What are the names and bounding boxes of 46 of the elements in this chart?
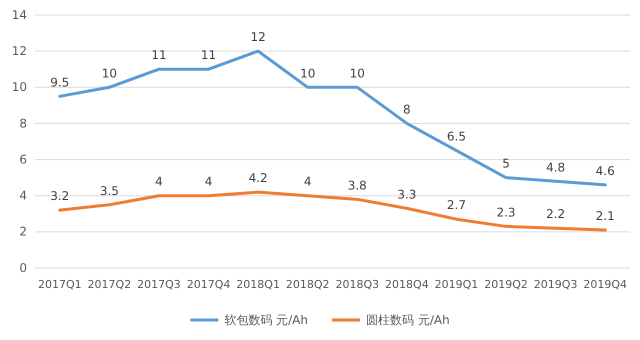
x-tick-label: 2017Q1 — [38, 278, 82, 291]
data-label: 2.2 — [546, 207, 566, 222]
data-label: 4.6 — [596, 164, 615, 178]
x-tick-label: 2019Q2 — [484, 278, 528, 291]
y-tick-label: 0 — [19, 260, 27, 275]
data-label: 4 — [204, 174, 212, 189]
x-tick-label: 2017Q2 — [88, 278, 132, 291]
data-label: 4 — [304, 174, 312, 189]
x-tick-label: 2019Q4 — [583, 278, 628, 291]
data-label: 3.2 — [50, 189, 70, 204]
x-tick-label: 2017Q3 — [137, 278, 181, 291]
data-label: 2.1 — [596, 209, 615, 224]
x-tick-label: 2019Q3 — [534, 278, 578, 291]
x-tick-label: 2017Q4 — [186, 278, 230, 291]
legend-label: 软包数码 元/Ah — [224, 313, 308, 327]
data-label: 3.3 — [397, 187, 416, 202]
y-tick-label: 8 — [19, 116, 27, 130]
data-label: 9.5 — [50, 75, 70, 90]
y-tick-label: 4 — [19, 188, 27, 203]
data-label: 6.5 — [446, 130, 466, 144]
data-label: 3.5 — [100, 184, 119, 198]
y-tick-label: 12 — [12, 44, 27, 58]
data-label: 3.8 — [348, 178, 367, 192]
data-label: 11 — [200, 48, 216, 62]
y-tick-label: 14 — [12, 8, 27, 22]
x-tick-label: 2018Q3 — [335, 278, 380, 291]
data-label: 5 — [502, 156, 510, 171]
x-tick-label: 2019Q1 — [434, 278, 478, 291]
data-label: 2.3 — [496, 205, 516, 220]
data-label: 10 — [350, 66, 365, 80]
data-label: 2.7 — [446, 198, 466, 212]
x-tick-label: 2018Q4 — [385, 278, 429, 291]
data-label: 4.8 — [546, 160, 566, 174]
data-label: 4 — [155, 174, 163, 189]
data-label: 4.2 — [248, 171, 268, 186]
data-label: 10 — [300, 66, 316, 80]
data-label: 12 — [250, 30, 266, 44]
y-tick-label: 2 — [19, 224, 27, 239]
data-label: 8 — [403, 102, 411, 116]
x-tick-label: 2018Q1 — [236, 278, 280, 291]
legend-label: 圆柱数码 元/Ah — [366, 313, 450, 327]
x-tick-label: 2018Q2 — [286, 278, 330, 291]
y-tick-label: 10 — [12, 80, 27, 94]
data-label: 10 — [102, 66, 118, 80]
y-tick-label: 6 — [19, 152, 27, 166]
data-label: 11 — [151, 48, 167, 62]
